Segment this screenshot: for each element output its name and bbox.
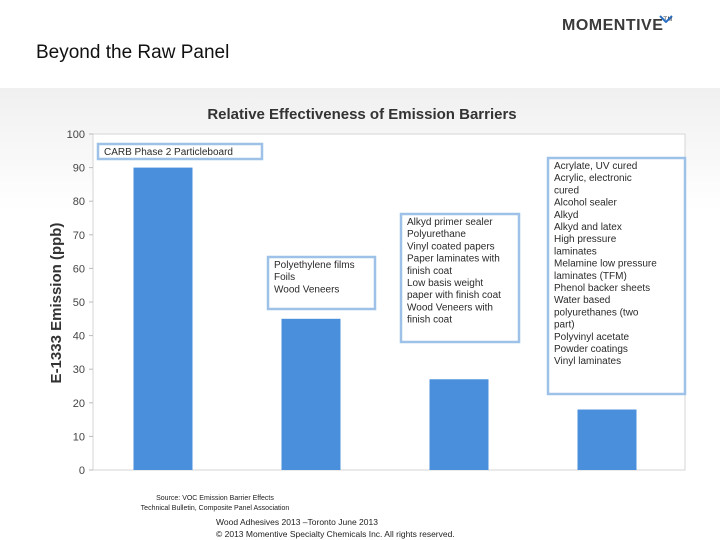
annotation-line: Polyurethane (407, 229, 466, 240)
chart-title: Relative Effectiveness of Emission Barri… (207, 106, 516, 123)
y-tick-label: 100 (67, 129, 85, 141)
annotation-line: cured (554, 185, 579, 196)
annotation-line: Phenol backer sheets (554, 283, 650, 294)
annotation-line: Polyvinyl acetate (554, 332, 629, 343)
annotation-line: Alkyd and latex (554, 222, 622, 233)
y-tick-label: 80 (73, 196, 85, 208)
annotation-line: Acrylic, electronic (554, 173, 632, 184)
annotation-line: Foils (274, 272, 295, 283)
annotation-border (266, 255, 377, 311)
y-tick-label: 40 (73, 331, 85, 343)
annotation-line: laminates (TFM) (554, 271, 627, 282)
annotation-line: laminates (554, 246, 597, 257)
annotation-border (399, 212, 521, 344)
annotation-line: Paper laminates with (407, 254, 500, 265)
annotation-line: Melamine low pressure (554, 259, 657, 270)
annotation-line: Vinyl laminates (554, 356, 621, 367)
annotation-line: paper with finish coat (407, 290, 501, 301)
annotation-line: Water based (554, 295, 610, 306)
y-tick-label: 60 (73, 263, 85, 275)
bar (429, 379, 489, 470)
y-tick-label: 70 (73, 230, 85, 242)
y-axis-ticks: 0 10 20 30 40 50 60 70 80 90 100 (67, 129, 93, 477)
emission-bar-chart: Relative Effectiveness of Emission Barri… (48, 106, 687, 477)
bar (281, 318, 341, 470)
annotation-line: polyurethanes (two (554, 307, 639, 318)
annotation-line: Powder coatings (554, 344, 628, 355)
logo-chevron-icon (659, 15, 673, 23)
annotation-line: Low basis weight (407, 278, 483, 289)
annotation-line: Alcohol sealer (554, 198, 617, 209)
annotation-border (546, 156, 687, 396)
bar (133, 167, 193, 470)
footer-copyright: © 2013 Momentive Specialty Chemicals Inc… (216, 529, 455, 539)
annotation-line: Wood Veneers with (407, 302, 493, 313)
annotation-line: finish coat (407, 266, 452, 277)
annotation-line: Wood Veneers (274, 284, 339, 295)
annotation-line: Acrylate, UV cured (554, 161, 637, 172)
source-line-2: Technical Bulletin, Composite Panel Asso… (140, 505, 290, 512)
annotation-line: High pressure (554, 234, 617, 245)
y-tick-label: 90 (73, 163, 85, 175)
annotation-line: Vinyl coated papers (407, 241, 495, 252)
bar (577, 409, 637, 470)
source-note: Source: VOC Emission Barrier Effects Tec… (0, 494, 430, 514)
source-line-1: Source: VOC Emission Barrier Effects (156, 495, 274, 502)
annotation-line: finish coat (407, 315, 452, 326)
annotation-line: Polyethylene films (274, 260, 355, 271)
annotation-line: Alkyd primer sealer (407, 217, 493, 228)
bars (133, 167, 637, 470)
annotation-line: part) (554, 320, 575, 331)
annotation-box: CARB Phase 2 Particleboard (96, 142, 264, 161)
slide-header (0, 0, 720, 88)
annotations: CARB Phase 2 Particleboard Polyethylene f… (96, 142, 687, 396)
y-tick-label: 50 (73, 297, 85, 309)
footer-event: Wood Adhesives 2013 –Toronto June 2013 (216, 517, 378, 527)
annotation-line: Alkyd (554, 210, 578, 221)
annotation-line: CARB Phase 2 Particleboard (104, 147, 233, 158)
y-tick-label: 0 (79, 465, 85, 477)
slide-title: Beyond the Raw Panel (36, 42, 230, 63)
y-tick-label: 20 (73, 398, 85, 410)
annotation-border (96, 142, 264, 161)
y-tick-label: 10 (73, 431, 85, 443)
y-axis-label: E-1333 Emission (ppb) (48, 223, 65, 384)
logo-text: MOMENTIVE (562, 17, 664, 34)
y-tick-label: 30 (73, 364, 85, 376)
